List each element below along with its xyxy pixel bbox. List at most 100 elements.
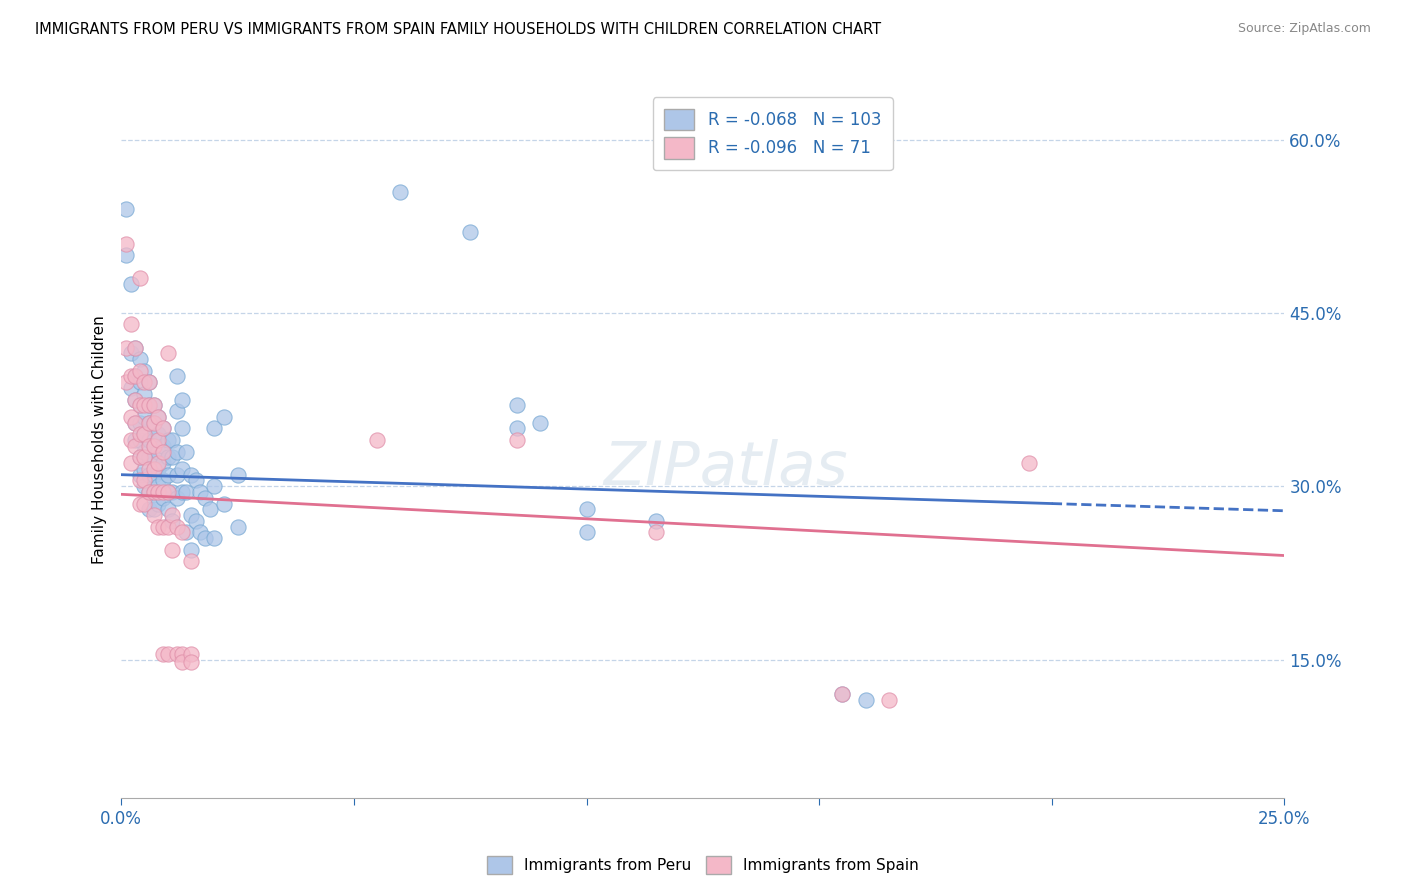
Point <box>166 404 188 418</box>
Point <box>148 427 170 442</box>
Point <box>128 450 150 465</box>
Point <box>115 376 138 390</box>
Point <box>124 392 146 407</box>
Point <box>148 497 170 511</box>
Point <box>128 416 150 430</box>
Point <box>162 514 184 528</box>
Legend: Immigrants from Peru, Immigrants from Spain: Immigrants from Peru, Immigrants from Sp… <box>481 850 925 880</box>
Point <box>142 398 165 412</box>
Text: IMMIGRANTS FROM PERU VS IMMIGRANTS FROM SPAIN FAMILY HOUSEHOLDS WITH CHILDREN CO: IMMIGRANTS FROM PERU VS IMMIGRANTS FROM … <box>35 22 882 37</box>
Point <box>152 439 174 453</box>
Point <box>124 392 146 407</box>
Point <box>170 647 193 661</box>
Point <box>142 485 165 500</box>
Point <box>152 647 174 661</box>
Text: ZIPatlas: ZIPatlas <box>603 439 848 498</box>
Point <box>134 462 156 476</box>
Point <box>142 502 165 516</box>
Point <box>645 525 668 540</box>
Point <box>134 427 156 442</box>
Point <box>124 433 146 447</box>
Point <box>138 433 160 447</box>
Point <box>176 444 198 458</box>
Point <box>128 450 150 465</box>
Point <box>831 687 853 701</box>
Point <box>458 225 481 239</box>
Point <box>128 398 150 412</box>
Point <box>148 433 170 447</box>
Point <box>156 467 179 482</box>
Point <box>170 485 193 500</box>
Point <box>152 485 174 500</box>
Point <box>115 341 138 355</box>
Point <box>128 427 150 442</box>
Point <box>148 409 170 424</box>
Point <box>180 655 202 669</box>
Point <box>115 202 138 216</box>
Point <box>176 485 198 500</box>
Point <box>134 364 156 378</box>
Point <box>202 479 225 493</box>
Point <box>166 444 188 458</box>
Point <box>226 519 249 533</box>
Text: Source: ZipAtlas.com: Source: ZipAtlas.com <box>1237 22 1371 36</box>
Point <box>202 421 225 435</box>
Point <box>180 647 202 661</box>
Point <box>138 485 160 500</box>
Point <box>120 369 142 384</box>
Point <box>148 456 170 470</box>
Point <box>188 485 211 500</box>
Point <box>128 497 150 511</box>
Point <box>138 502 160 516</box>
Point <box>184 474 207 488</box>
Point <box>115 248 138 262</box>
Point <box>138 416 160 430</box>
Point <box>124 439 146 453</box>
Point <box>645 514 668 528</box>
Point <box>152 474 174 488</box>
Point <box>389 185 412 199</box>
Point <box>134 386 156 401</box>
Point <box>134 376 156 390</box>
Point <box>156 450 179 465</box>
Point <box>162 508 184 522</box>
Point <box>148 409 170 424</box>
Point <box>176 525 198 540</box>
Point <box>877 693 900 707</box>
Point <box>156 485 179 500</box>
Point <box>142 508 165 522</box>
Point <box>120 381 142 395</box>
Point <box>142 450 165 465</box>
Point <box>124 369 146 384</box>
Point <box>170 655 193 669</box>
Point <box>162 485 184 500</box>
Point <box>115 236 138 251</box>
Point <box>128 364 150 378</box>
Point <box>142 433 165 447</box>
Point <box>120 318 142 332</box>
Point <box>138 439 160 453</box>
Point <box>162 542 184 557</box>
Legend: R = -0.068   N = 103, R = -0.096   N = 71: R = -0.068 N = 103, R = -0.096 N = 71 <box>652 97 893 170</box>
Point <box>212 497 235 511</box>
Point <box>124 416 146 430</box>
Point <box>120 409 142 424</box>
Point <box>180 508 202 522</box>
Point <box>134 409 156 424</box>
Point <box>120 456 142 470</box>
Point <box>170 392 193 407</box>
Point <box>134 398 156 412</box>
Point <box>128 433 150 447</box>
Point <box>170 421 193 435</box>
Point <box>134 450 156 465</box>
Point <box>180 467 202 482</box>
Point <box>134 479 156 493</box>
Point <box>124 341 146 355</box>
Point <box>184 514 207 528</box>
Point <box>142 398 165 412</box>
Point <box>128 474 150 488</box>
Point <box>148 462 170 476</box>
Point <box>128 467 150 482</box>
Point <box>138 450 160 465</box>
Point <box>138 485 160 500</box>
